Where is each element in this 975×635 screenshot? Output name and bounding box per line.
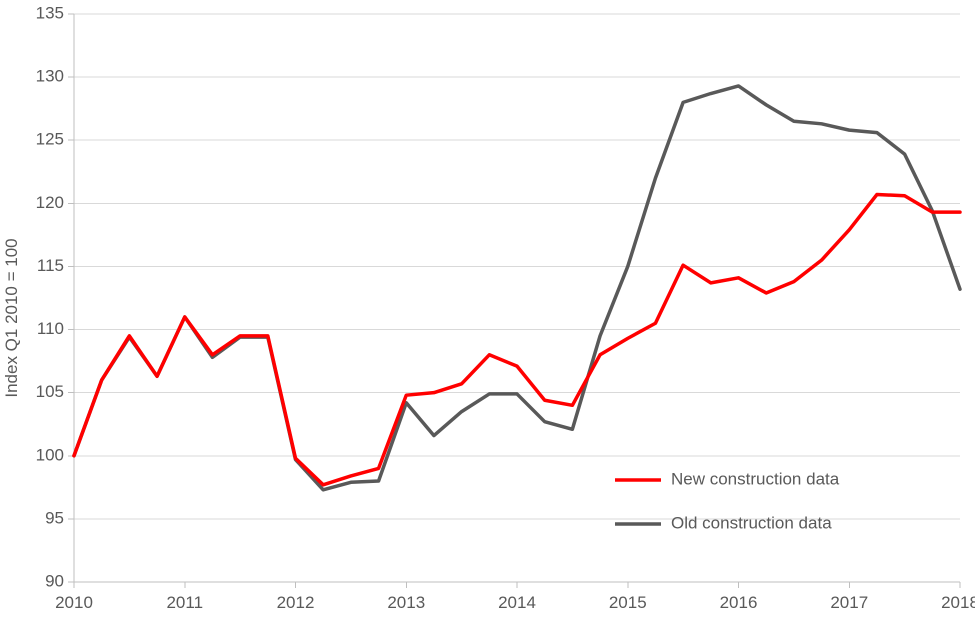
y-tick-label: 120: [36, 193, 64, 212]
series-line: [74, 194, 960, 484]
x-tick-label: 2016: [720, 593, 758, 612]
series-line: [74, 86, 960, 490]
chart-canvas: 90 95 100 105 110 115 120 125 130 135 2010 2011 2012…: [0, 0, 975, 635]
y-tick-label: 100: [36, 445, 64, 464]
x-tick-label: 2013: [387, 593, 425, 612]
line-chart: Index Q1 2010 = 100 90 95 100 105 110 115 120 1…: [0, 0, 975, 635]
x-tick-label: 2014: [498, 593, 536, 612]
y-tick-label: 130: [36, 67, 64, 86]
y-tick-label: 135: [36, 3, 64, 22]
x-tick-label: 2018: [941, 593, 975, 612]
y-tick-label: 125: [36, 130, 64, 149]
x-tick-label: 2010: [55, 593, 93, 612]
legend-label: New construction data: [671, 469, 840, 488]
y-axis-title: Index Q1 2010 = 100: [2, 238, 22, 397]
y-tick-label: 115: [37, 256, 64, 275]
y-tick-label: 110: [37, 319, 64, 338]
x-tick-label: 2015: [609, 593, 647, 612]
y-tick-label: 90: [45, 571, 64, 590]
x-tick-label: 2017: [830, 593, 868, 612]
y-tick-label: 95: [45, 508, 64, 527]
y-tick-label: 105: [36, 382, 64, 401]
x-tick-label: 2012: [277, 593, 315, 612]
x-tick-label: 2011: [166, 593, 203, 612]
legend-label: Old construction data: [671, 513, 832, 532]
